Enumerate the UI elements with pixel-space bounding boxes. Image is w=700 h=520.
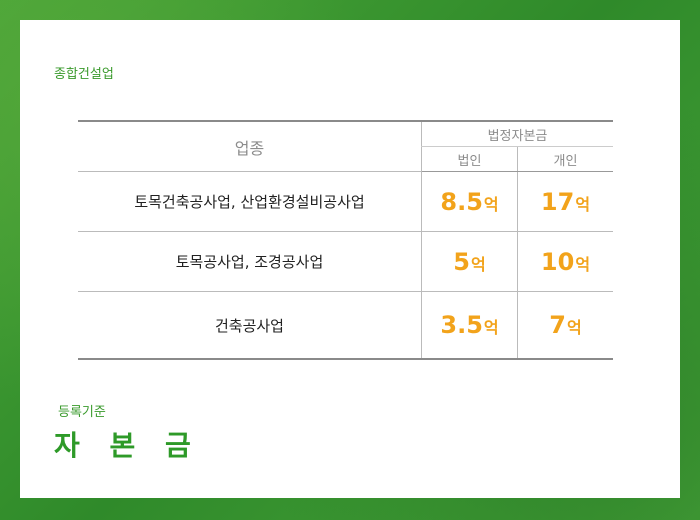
amount-value: 8.5 — [440, 187, 483, 216]
amount-unit: 억 — [575, 254, 591, 274]
amount-value: 17 — [540, 187, 575, 216]
corporation-amount-cell: 8.5억 — [421, 171, 518, 232]
amount-value: 3.5 — [440, 311, 483, 339]
corporation-amount-cell: 3.5억 — [421, 291, 518, 360]
header-business-type: 업종 — [78, 120, 422, 172]
header-corporation: 법인 — [421, 146, 518, 172]
amount-value: 10 — [540, 247, 575, 276]
table-row: 토목건축공사업, 산업환경설비공사업 8.5억 17억 — [78, 171, 613, 232]
business-type-cell: 토목건축공사업, 산업환경설비공사업 — [78, 171, 422, 232]
header-legal-capital: 법정자본금 — [421, 120, 613, 147]
content-card: 종합건설업 업종 법정자본금 법인 개인 토목건축공사업, 산업환경설비공사업 … — [20, 20, 680, 498]
amount-unit: 억 — [470, 254, 486, 274]
amount-unit: 억 — [483, 318, 499, 337]
table-row: 토목공사업, 조경공사업 5억 10억 — [78, 231, 613, 292]
business-type-cell: 건축공사업 — [78, 291, 422, 360]
table-row: 건축공사업 3.5억 7억 — [78, 291, 613, 360]
business-type-cell: 토목공사업, 조경공사업 — [78, 231, 422, 292]
individual-amount-cell: 7억 — [517, 291, 613, 360]
capital-table: 업종 법정자본금 법인 개인 토목건축공사업, 산업환경설비공사업 8.5억 1… — [78, 120, 613, 360]
amount-unit: 억 — [483, 194, 499, 214]
basis-label: 등록기준 — [58, 405, 106, 420]
page-title: 자 본 금 — [54, 429, 201, 462]
category-label: 종합건설업 — [54, 67, 114, 82]
individual-amount-cell: 10억 — [517, 231, 613, 292]
amount-value: 7 — [549, 311, 566, 339]
amount-unit: 억 — [566, 318, 582, 337]
individual-amount-cell: 17억 — [517, 171, 613, 232]
header-individual: 개인 — [517, 146, 613, 172]
amount-unit: 억 — [575, 194, 591, 214]
corporation-amount-cell: 5억 — [421, 231, 518, 292]
amount-value: 5 — [453, 247, 470, 276]
